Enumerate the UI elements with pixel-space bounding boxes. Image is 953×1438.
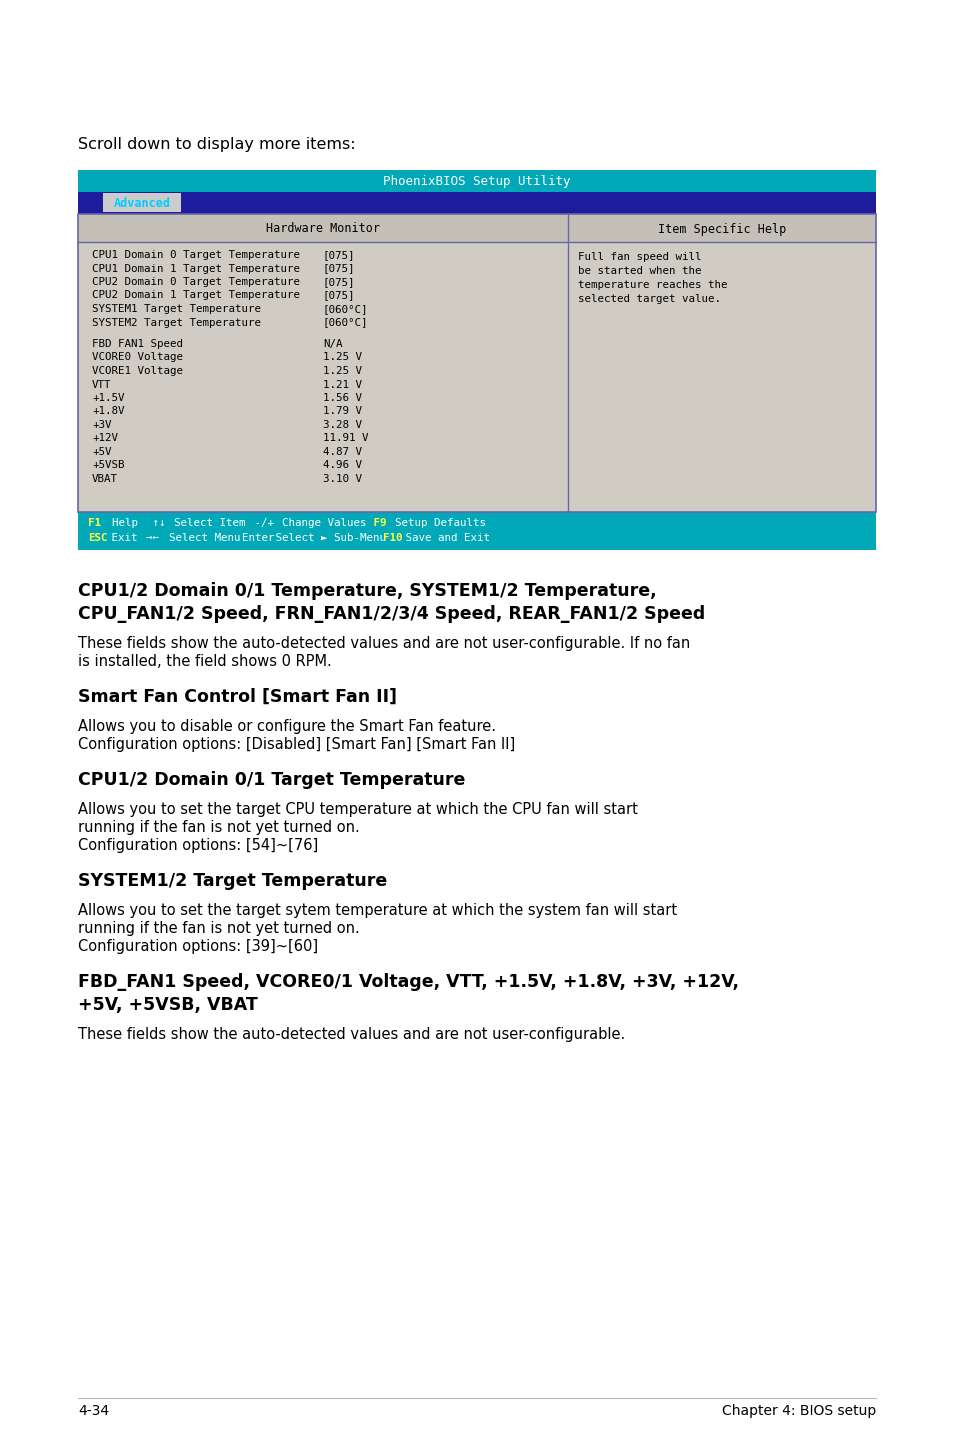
Text: Configuration options: [39]~[60]: Configuration options: [39]~[60] xyxy=(78,939,317,953)
Text: Smart Fan Control [Smart Fan II]: Smart Fan Control [Smart Fan II] xyxy=(78,687,396,706)
Text: CPU1/2 Domain 0/1 Temperature, SYSTEM1/2 Temperature,: CPU1/2 Domain 0/1 Temperature, SYSTEM1/2… xyxy=(78,582,656,600)
Text: PhoenixBIOS Setup Utility: PhoenixBIOS Setup Utility xyxy=(383,175,570,188)
Text: Exit: Exit xyxy=(105,533,137,544)
Bar xyxy=(78,512,875,549)
Text: -/+: -/+ xyxy=(234,518,274,528)
Text: F1: F1 xyxy=(88,518,101,528)
Text: 1.21 V: 1.21 V xyxy=(323,380,361,390)
Bar xyxy=(78,214,875,512)
Text: 1.79 V: 1.79 V xyxy=(323,407,361,417)
Bar xyxy=(78,193,875,214)
Text: +5V, +5VSB, VBAT: +5V, +5VSB, VBAT xyxy=(78,997,257,1014)
Text: +1.5V: +1.5V xyxy=(91,393,125,403)
Text: [075]: [075] xyxy=(323,263,355,273)
Text: Enter: Enter xyxy=(229,533,274,544)
Text: [075]: [075] xyxy=(323,290,355,301)
Text: [075]: [075] xyxy=(323,278,355,288)
Text: CPU2 Domain 1 Target Temperature: CPU2 Domain 1 Target Temperature xyxy=(91,290,299,301)
Text: FBD_FAN1 Speed, VCORE0/1 Voltage, VTT, +1.5V, +1.8V, +3V, +12V,: FBD_FAN1 Speed, VCORE0/1 Voltage, VTT, +… xyxy=(78,974,739,991)
Text: F10: F10 xyxy=(370,533,402,544)
Bar xyxy=(78,214,875,512)
Text: Select Menu: Select Menu xyxy=(155,533,240,544)
Text: 1.56 V: 1.56 V xyxy=(323,393,361,403)
Text: SYSTEM2 Target Temperature: SYSTEM2 Target Temperature xyxy=(91,318,261,328)
Text: be started when the: be started when the xyxy=(578,266,700,276)
Text: SYSTEM1/2 Target Temperature: SYSTEM1/2 Target Temperature xyxy=(78,871,387,890)
Text: CPU_FAN1/2 Speed, FRN_FAN1/2/3/4 Speed, REAR_FAN1/2 Speed: CPU_FAN1/2 Speed, FRN_FAN1/2/3/4 Speed, … xyxy=(78,605,704,623)
Text: [060°C]: [060°C] xyxy=(323,303,368,313)
Text: 4.96 V: 4.96 V xyxy=(323,460,361,470)
Bar xyxy=(103,193,181,211)
Text: +5V: +5V xyxy=(91,447,112,457)
Text: VBAT: VBAT xyxy=(91,475,118,485)
Text: SYSTEM1 Target Temperature: SYSTEM1 Target Temperature xyxy=(91,303,261,313)
Text: ↑↓: ↑↓ xyxy=(133,518,166,528)
Text: 1.25 V: 1.25 V xyxy=(323,367,361,375)
Text: VCORE0 Voltage: VCORE0 Voltage xyxy=(91,352,183,362)
Text: N/A: N/A xyxy=(323,339,342,349)
Text: Help: Help xyxy=(99,518,138,528)
Text: Setup Defaults: Setup Defaults xyxy=(381,518,485,528)
Text: 4.87 V: 4.87 V xyxy=(323,447,361,457)
Bar xyxy=(78,170,875,193)
Text: VCORE1 Voltage: VCORE1 Voltage xyxy=(91,367,183,375)
Text: 3.28 V: 3.28 V xyxy=(323,420,361,430)
Text: CPU1 Domain 1 Target Temperature: CPU1 Domain 1 Target Temperature xyxy=(91,263,299,273)
Text: running if the fan is not yet turned on.: running if the fan is not yet turned on. xyxy=(78,920,359,936)
Text: Configuration options: [54]~[76]: Configuration options: [54]~[76] xyxy=(78,838,318,853)
Text: [060°C]: [060°C] xyxy=(323,318,368,328)
Text: These fields show the auto-detected values and are not user-configurable.: These fields show the auto-detected valu… xyxy=(78,1027,624,1043)
Text: CPU1/2 Domain 0/1 Target Temperature: CPU1/2 Domain 0/1 Target Temperature xyxy=(78,771,465,789)
Text: Configuration options: [Disabled] [Smart Fan] [Smart Fan II]: Configuration options: [Disabled] [Smart… xyxy=(78,738,515,752)
Text: F9: F9 xyxy=(354,518,386,528)
Text: Chapter 4: BIOS setup: Chapter 4: BIOS setup xyxy=(721,1403,875,1418)
Text: selected target value.: selected target value. xyxy=(578,293,720,303)
Text: Change Values: Change Values xyxy=(269,518,366,528)
Text: running if the fan is not yet turned on.: running if the fan is not yet turned on. xyxy=(78,820,359,835)
Text: Advanced: Advanced xyxy=(113,197,171,210)
Text: These fields show the auto-detected values and are not user-configurable. If no : These fields show the auto-detected valu… xyxy=(78,636,690,651)
Text: temperature reaches the: temperature reaches the xyxy=(578,280,727,290)
Text: +12V: +12V xyxy=(91,433,118,443)
Text: is installed, the field shows 0 RPM.: is installed, the field shows 0 RPM. xyxy=(78,654,332,669)
Text: [075]: [075] xyxy=(323,250,355,260)
Text: FBD FAN1 Speed: FBD FAN1 Speed xyxy=(91,339,183,349)
Text: Allows you to set the target sytem temperature at which the system fan will star: Allows you to set the target sytem tempe… xyxy=(78,903,677,917)
Text: Scroll down to display more items:: Scroll down to display more items: xyxy=(78,137,355,152)
Text: CPU2 Domain 0 Target Temperature: CPU2 Domain 0 Target Temperature xyxy=(91,278,299,288)
Text: CPU1 Domain 0 Target Temperature: CPU1 Domain 0 Target Temperature xyxy=(91,250,299,260)
Text: 11.91 V: 11.91 V xyxy=(323,433,368,443)
Bar xyxy=(78,214,875,242)
Text: 1.25 V: 1.25 V xyxy=(323,352,361,362)
Text: Full fan speed will: Full fan speed will xyxy=(578,252,700,262)
Text: +3V: +3V xyxy=(91,420,112,430)
Text: Select Item: Select Item xyxy=(161,518,246,528)
Text: 4-34: 4-34 xyxy=(78,1403,109,1418)
Text: Save and Exit: Save and Exit xyxy=(398,533,489,544)
Text: →←: →← xyxy=(133,533,159,544)
Text: Hardware Monitor: Hardware Monitor xyxy=(266,223,379,236)
Text: +5VSB: +5VSB xyxy=(91,460,125,470)
Text: +1.8V: +1.8V xyxy=(91,407,125,417)
Text: Allows you to disable or configure the Smart Fan feature.: Allows you to disable or configure the S… xyxy=(78,719,496,733)
Text: Select ► Sub-Menu: Select ► Sub-Menu xyxy=(269,533,385,544)
Text: ESC: ESC xyxy=(88,533,108,544)
Text: Item Specific Help: Item Specific Help xyxy=(658,223,785,236)
Text: VTT: VTT xyxy=(91,380,112,390)
Text: Allows you to set the target CPU temperature at which the CPU fan will start: Allows you to set the target CPU tempera… xyxy=(78,802,638,817)
Text: 3.10 V: 3.10 V xyxy=(323,475,361,485)
